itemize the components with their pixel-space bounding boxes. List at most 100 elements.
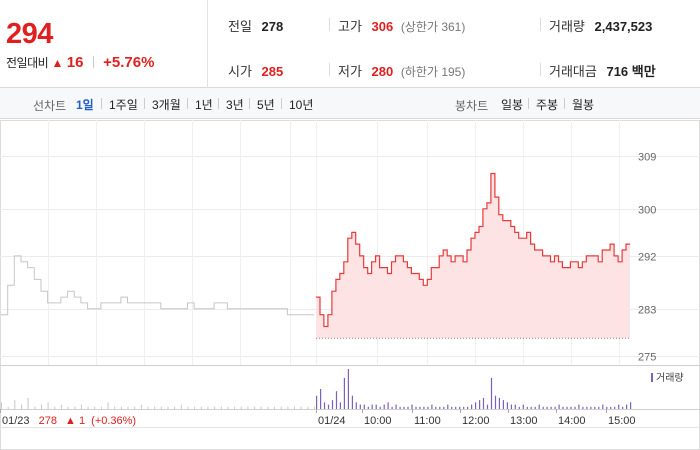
prev-volume-bar [87, 406, 89, 409]
toolbar-divider [528, 98, 529, 109]
volume-bar [482, 397, 485, 409]
stat-divider [540, 63, 541, 76]
volume-bar [363, 404, 365, 409]
x-tick-label: 14:00 [558, 415, 586, 427]
volume-bar [534, 406, 536, 409]
volume-bar [435, 406, 437, 409]
volume-bar [538, 404, 540, 409]
amount-value: 716 백만 [606, 64, 656, 79]
period-1w-button[interactable]: 1주일 [109, 98, 138, 112]
volume-bar [459, 406, 461, 409]
prev-volume-bar [167, 406, 169, 409]
period-1y-button[interactable]: 1년 [195, 98, 213, 112]
volume-bar [494, 395, 497, 409]
volume-bar [423, 406, 425, 409]
prev-day-change: 1 [79, 415, 85, 427]
prev-day-line [1, 255, 314, 316]
prev-volume-bar [60, 404, 62, 409]
volume-bar [514, 404, 516, 409]
volume-bar [327, 404, 330, 409]
volume-bar [316, 395, 318, 409]
prev-volume-bar [254, 406, 256, 409]
volume-bar [335, 391, 338, 409]
volume-bar [590, 406, 592, 409]
amount-stat: 거래대금 716 백만 [549, 61, 656, 80]
high-value: 306 [371, 19, 394, 34]
volume-bar [359, 404, 361, 409]
prev-volume-bar [174, 406, 176, 409]
volume-bar [399, 406, 401, 409]
x-tick-label: 13:00 [510, 415, 538, 427]
change-divider [92, 56, 94, 68]
price-chart[interactable]: 275 283 292 300 309 01/23 01/24 10:00 11:00 12:0… [0, 120, 700, 450]
low-label: 저가 [338, 64, 362, 79]
volume-bar [463, 406, 465, 409]
volume-bar [586, 406, 588, 409]
volume-bar [475, 402, 477, 409]
volume-bar [630, 402, 632, 409]
prev-volume-bar [294, 406, 295, 409]
prev-volume-bar [307, 406, 309, 409]
period-10y-button[interactable]: 10년 [289, 98, 314, 112]
prev-volume-bar [314, 406, 315, 409]
high-stat: 고가 306 (상한가 361) [338, 16, 465, 35]
volume-bar [479, 400, 481, 409]
prev-volume-bar [41, 404, 42, 409]
prev-volume-bar [280, 406, 282, 409]
change-row: 전일대비 ▲ 16 +5.76% [6, 54, 154, 71]
volume-bar [367, 406, 369, 409]
toolbar-divider [144, 98, 145, 109]
volume-bar [574, 406, 576, 409]
prev-volume-bar [147, 406, 149, 409]
period-3m-button[interactable]: 3개월 [152, 98, 181, 112]
volume-bar [387, 402, 389, 409]
volume-legend-swatch [651, 373, 653, 382]
x-tick-label: 01/24 [318, 415, 346, 427]
prev-volume-bar [100, 406, 102, 409]
prev-volume-bar [207, 406, 209, 409]
prev-volume-bar [300, 406, 302, 409]
amount-label: 거래대금 [549, 64, 597, 79]
toolbar-divider [564, 98, 565, 109]
volume-bar [419, 406, 421, 409]
current-price-box: 294 전일대비 ▲ 16 +5.76% [0, 0, 208, 88]
prev-volume-bar [180, 404, 182, 409]
volume-bar [546, 406, 548, 409]
candle-weekly-button[interactable]: 주봉 [536, 98, 559, 112]
prev-volume-bar [7, 406, 9, 409]
period-5y-button[interactable]: 5년 [257, 98, 275, 112]
chart-period-toolbar: 선차트 1일 1주일 3개월 1년 3년 5년 10년 봉차트 일봉 주봉 월봉 [0, 88, 700, 119]
candle-monthly-button[interactable]: 월봉 [572, 98, 595, 112]
prev-close-label: 전일 [228, 19, 252, 34]
candle-daily-button[interactable]: 일봉 [501, 98, 524, 112]
volume-bar [602, 404, 604, 409]
prev-volume-bar [140, 404, 142, 409]
volume-bar [375, 404, 377, 409]
upper-limit: (상한가 361) [400, 20, 466, 34]
prev-volume-bar [94, 406, 96, 409]
prev-close-stat: 전일 278 [228, 16, 283, 35]
volume-bar [343, 377, 345, 409]
prev-volume-bar [274, 406, 275, 409]
volume-bar [558, 404, 560, 409]
volume-bar [598, 406, 600, 409]
period-1d-button[interactable]: 1일 [76, 98, 94, 112]
volume-bar [339, 402, 341, 409]
prev-day-series [1, 255, 314, 316]
prev-volume-bar [220, 406, 222, 409]
volume-bar [518, 406, 520, 409]
open-label: 시가 [228, 64, 252, 79]
prev-volume-bar [107, 402, 109, 409]
x-tick-label: 15:00 [608, 415, 636, 427]
prev-volume-bar [247, 406, 249, 409]
y-tick-label: 292 [638, 252, 656, 264]
prev-volume-bar [260, 406, 262, 409]
prev-volume-bar [154, 406, 156, 409]
prev-volume-bar [134, 406, 136, 409]
period-3y-button[interactable]: 3년 [226, 98, 244, 112]
volume-bar [582, 406, 584, 409]
volume-bar [610, 406, 612, 409]
change-amount: 16 [66, 54, 84, 71]
volume-bar [451, 406, 453, 409]
volume-bar [331, 400, 334, 409]
